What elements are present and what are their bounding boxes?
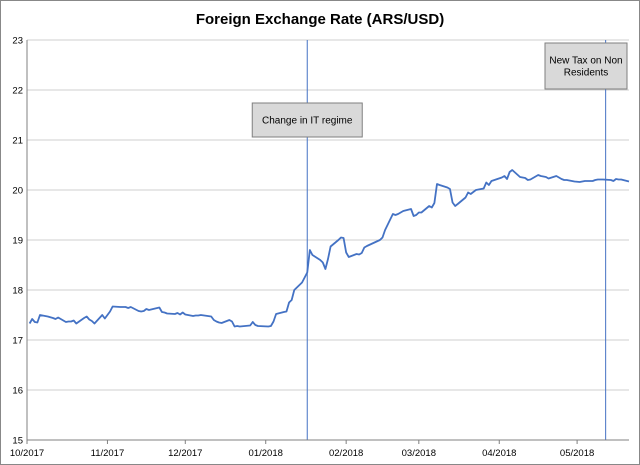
x-tick-label: 05/2018: [560, 448, 594, 459]
y-tick-label: 18: [12, 286, 23, 297]
chart-title: Foreign Exchange Rate (ARS/USD): [196, 11, 444, 28]
y-tick-label: 15: [12, 436, 23, 447]
y-tick-label: 23: [12, 36, 23, 47]
annotation-box: [544, 42, 628, 90]
y-tick-label: 17: [12, 336, 23, 347]
x-tick-label: 12/2017: [168, 448, 202, 459]
y-tick-label: 22: [12, 86, 23, 97]
y-tick-label: 21: [12, 136, 23, 147]
series-line: [28, 169, 630, 328]
annotation-label: New Tax on Non: [549, 56, 622, 67]
annotation-label: Residents: [564, 68, 608, 79]
y-tick-label: 16: [12, 386, 23, 397]
x-tick-label: 01/2018: [249, 448, 283, 459]
x-tick-label: 11/2017: [91, 448, 125, 459]
annotation-label: Change in IT regime: [262, 116, 353, 127]
y-tick-label: 20: [12, 186, 23, 197]
annotation-box: [251, 102, 363, 138]
x-tick-label: 03/2018: [402, 448, 436, 459]
x-tick-label: 04/2018: [482, 448, 516, 459]
x-tick-label: 10/2017: [10, 448, 44, 459]
x-tick-label: 02/2018: [329, 448, 363, 459]
y-tick-label: 19: [12, 236, 23, 247]
